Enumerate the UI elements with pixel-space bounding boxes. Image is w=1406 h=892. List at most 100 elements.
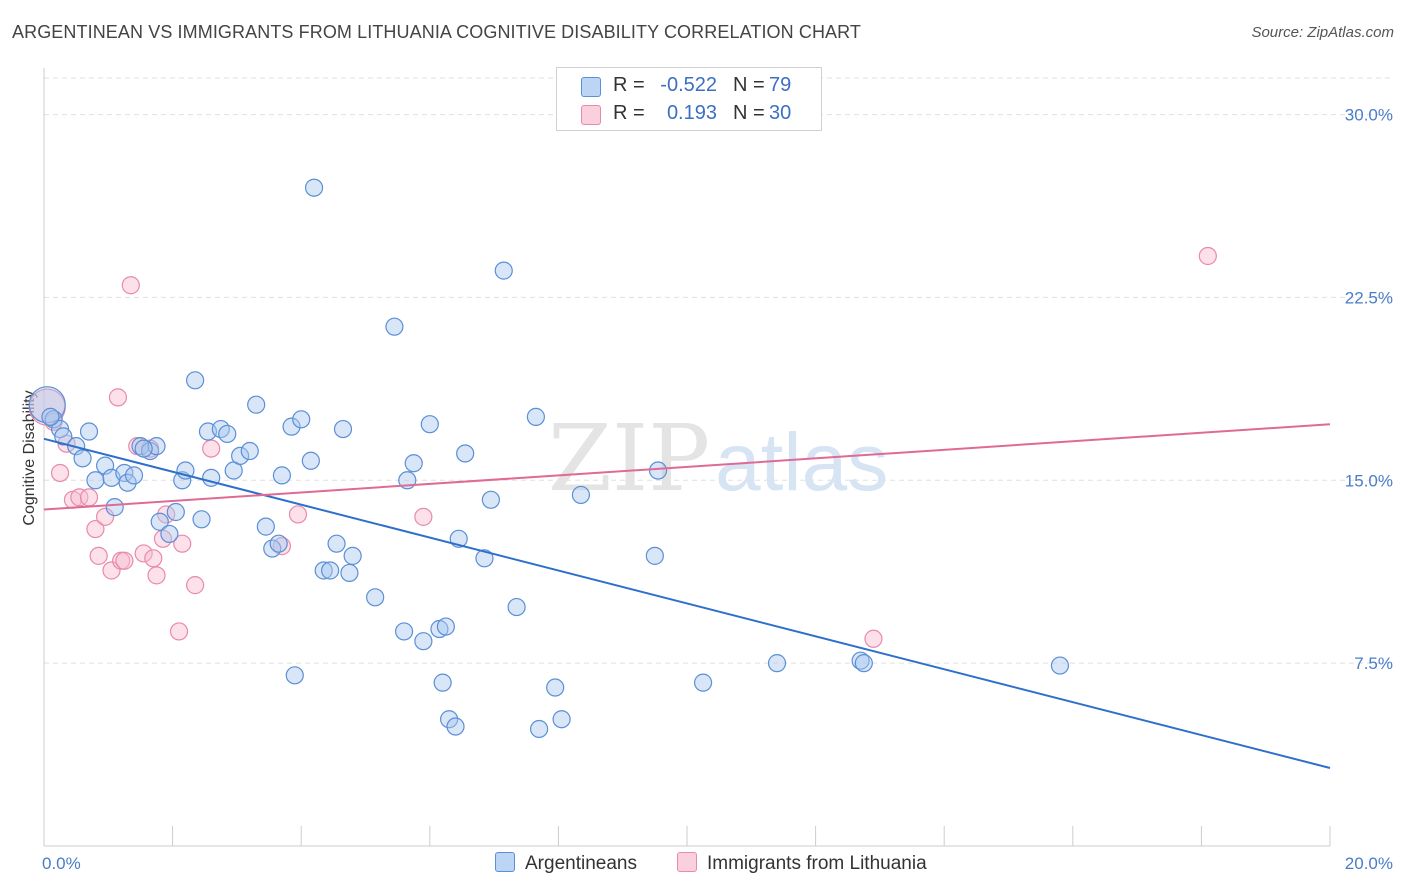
lithuania-point [288, 505, 308, 524]
x-tick-label: 20.0% [1345, 854, 1393, 873]
argentinean-point [247, 395, 266, 414]
axes [43, 68, 1331, 847]
lithuania-trend-line [43, 423, 1331, 511]
lithuania-point [147, 566, 166, 585]
argentinean-point [166, 502, 185, 522]
y-tick-label: 30.0% [1345, 106, 1393, 125]
lithuania-point [102, 561, 121, 580]
argentinean-point [186, 371, 205, 390]
argentinean-point [439, 710, 459, 729]
argentinean-point [118, 473, 137, 492]
argentinean-point [218, 424, 237, 444]
series-lithuania-points [28, 246, 1217, 648]
lithuania-point [121, 276, 140, 295]
legend-n-value: 30 [769, 102, 792, 124]
argentinean-point [192, 510, 211, 529]
legend-n-value: 79 [769, 74, 792, 96]
legend-r-label: R = [613, 102, 645, 124]
argentinean-point [394, 622, 414, 641]
argentinean-point [134, 439, 153, 458]
lithuania-point [95, 507, 115, 526]
argentinean-point [446, 717, 465, 736]
chart-title: ARGENTINEAN VS IMMIGRANTS FROM LITHUANIA… [12, 22, 862, 42]
argentinean-point [86, 471, 105, 490]
argentinean-point [304, 178, 324, 197]
argentinean-point [231, 446, 250, 466]
source-label: Source: ZipAtlas.com [1251, 24, 1394, 41]
argentinean-point [327, 534, 346, 553]
argentinean-point [494, 261, 513, 280]
series-swatch-pink [677, 852, 697, 872]
lithuania-point [144, 549, 163, 568]
argentinean-point [256, 517, 275, 536]
argentinean-point [414, 632, 433, 651]
legend-n-label: N = [733, 74, 765, 96]
y-axis-label: Cognitive Disability [21, 390, 38, 525]
argentinean-point [404, 454, 423, 473]
argentinean-point [420, 415, 439, 434]
argentinean-point [456, 444, 475, 463]
argentinean-point [54, 427, 73, 446]
grid-lines [44, 77, 1392, 664]
argentinean-point [854, 654, 873, 673]
lithuania-point [186, 576, 205, 595]
correlation-legend: R = -0.522 N = 79 R = 0.193 N = 30 [556, 67, 822, 131]
argentinean-point [645, 546, 664, 565]
argentinean-point [240, 441, 259, 461]
argentineans-trend-line [43, 437, 1331, 769]
trend-lines [43, 423, 1331, 769]
watermark-zip: ZIP [548, 405, 710, 512]
lithuania-point [414, 507, 433, 526]
argentinean-point [366, 588, 385, 607]
legend-r-value: -0.522 [660, 74, 717, 96]
argentinean-point [333, 419, 353, 439]
argentinean-point [343, 546, 362, 565]
lithuania-point [70, 488, 89, 507]
argentinean-point [150, 512, 169, 531]
argentinean-point [73, 449, 92, 468]
argentinean-point [385, 317, 404, 336]
y-tick-label: 15.0% [1345, 471, 1393, 490]
argentinean-point [648, 461, 668, 480]
series-legend-argentineans: Argentineans [495, 852, 637, 875]
lithuania-point [864, 629, 883, 648]
y-tick-label: 22.5% [1345, 288, 1393, 307]
series-name-argentineans: Argentineans [525, 853, 637, 874]
series-argentineans-points [28, 178, 1070, 739]
argentinean-point [481, 490, 500, 509]
argentinean-point [160, 524, 179, 544]
argentinean-point [269, 534, 288, 553]
argentinean-point [475, 549, 494, 568]
argentinean-point [1050, 656, 1070, 675]
legend-r-label: R = [613, 74, 645, 96]
argentinean-point [285, 666, 304, 685]
argentinean-point [301, 451, 320, 470]
x-tick-labels: 0.0% 20.0% [42, 854, 1393, 873]
argentinean-point [28, 386, 66, 424]
argentinean-point [507, 597, 526, 617]
argentinean-point [340, 563, 359, 583]
argentinean-point [546, 678, 565, 697]
argentinean-point [767, 654, 787, 673]
argentinean-point [526, 407, 545, 426]
series-swatch-blue [495, 852, 515, 872]
legend-r-value: 0.193 [666, 102, 717, 124]
argentinean-point [436, 617, 455, 636]
argentinean-point [44, 410, 63, 429]
argentinean-point [105, 498, 124, 517]
x-tick-label: 0.0% [42, 854, 81, 873]
lithuania-point [134, 544, 153, 563]
argentinean-point [131, 437, 150, 456]
lithuania-point [86, 519, 105, 539]
argentinean-point [124, 466, 144, 485]
lithuania-point [79, 488, 99, 507]
argentinean-point [851, 651, 870, 670]
argentinean-point [552, 710, 571, 729]
argentinean-point [530, 719, 549, 739]
lithuania-point [1198, 246, 1217, 266]
argentinean-point [282, 417, 301, 436]
lithuania-point [169, 622, 189, 641]
legend-swatch-blue [581, 77, 601, 97]
argentinean-point [79, 422, 99, 441]
argentinean-point [433, 673, 452, 692]
